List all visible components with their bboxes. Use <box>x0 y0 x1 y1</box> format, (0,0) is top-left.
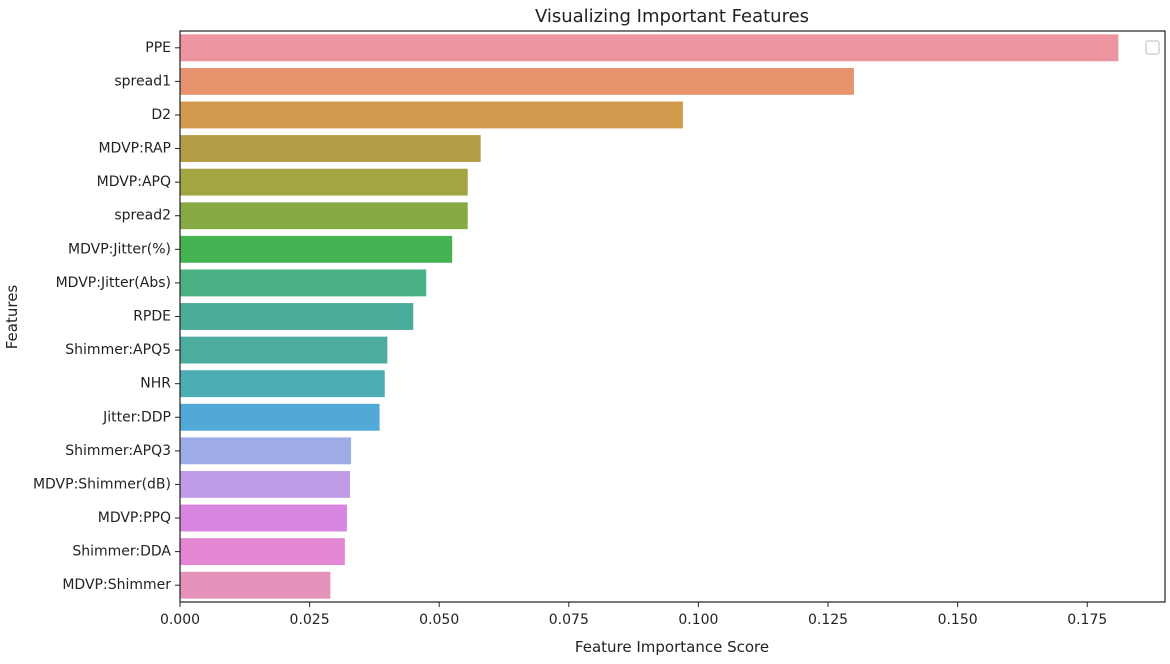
x-tick-label: 0.175 <box>1067 612 1107 628</box>
x-tick-label: 0.025 <box>290 612 330 628</box>
x-tick-label: 0.050 <box>419 612 459 628</box>
bar-spread2 <box>180 202 468 230</box>
y-tick-label-mdvp-rap: MDVP:RAP <box>98 141 171 157</box>
legend-box <box>1145 40 1160 55</box>
bar-d2 <box>180 101 683 129</box>
y-tick-label-d2: D2 <box>151 107 171 123</box>
y-tick-label-mdvp-ppq: MDVP:PPQ <box>98 510 171 526</box>
y-tick-label-rpde: RPDE <box>133 309 171 325</box>
x-tick-label: 0.000 <box>160 612 200 628</box>
y-tick-label-shimmer-apq5: Shimmer:APQ5 <box>65 342 171 358</box>
bar-ppe <box>180 34 1119 62</box>
y-tick-label-mdvp-shimmer-db: MDVP:Shimmer(dB) <box>33 476 171 492</box>
y-tick-label-mdvp-jitter-abs: MDVP:Jitter(Abs) <box>56 275 171 291</box>
y-tick-label-spread1: spread1 <box>114 73 171 89</box>
x-axis-label: Feature Importance Score <box>575 638 769 656</box>
chart-title: Visualizing Important Features <box>535 6 809 27</box>
bar-shimmer-apq3 <box>180 437 352 465</box>
bar-mdvp-rap <box>180 135 481 162</box>
bars-group <box>180 34 1119 599</box>
x-tick-label: 0.100 <box>678 612 718 628</box>
y-tick-label-mdvp-jitter: MDVP:Jitter(%) <box>68 241 171 257</box>
y-tick-label-mdvp-apq: MDVP:APQ <box>97 174 171 190</box>
bar-mdvp-ppq <box>180 504 347 532</box>
bar-rpde <box>180 303 414 330</box>
bar-mdvp-jitter <box>180 235 453 263</box>
bar-shimmer-apq5 <box>180 336 388 364</box>
x-tick-label: 0.150 <box>938 612 978 628</box>
x-tick-label: 0.075 <box>549 612 589 628</box>
bar-shimmer-dda <box>180 538 345 566</box>
x-tick-label: 0.125 <box>808 612 848 628</box>
y-tick-label-ppe: PPE <box>145 40 171 56</box>
plot-frame <box>179 30 1166 603</box>
bar-spread1 <box>180 67 854 95</box>
y-tick-label-shimmer-dda: Shimmer:DDA <box>72 544 171 560</box>
x-axis-ticks: 0.000 0.025 0.050 0.075 0.100 0.125 0.150 0.175 <box>160 602 1107 628</box>
y-tick-label-shimmer-apq3: Shimmer:APQ3 <box>65 443 171 459</box>
bar-mdvp-shimmer-db <box>180 471 351 498</box>
y-tick-label-jitter-ddp: Jitter:DDP <box>102 409 171 425</box>
bar-mdvp-jitter-abs <box>180 269 427 297</box>
bar-jitter-ddp <box>180 403 380 431</box>
y-axis-ticks: PPE spread1 D2 MDVP:RAP MDVP:APQ spread2 MDVP:… <box>33 40 180 593</box>
y-axis-label: Features <box>3 285 21 350</box>
bar-nhr <box>180 370 385 398</box>
y-tick-label-mdvp-shimmer: MDVP:Shimmer <box>62 577 171 593</box>
y-tick-label-nhr: NHR <box>140 376 171 392</box>
y-tick-label-spread2: spread2 <box>114 208 171 224</box>
bar-mdvp-apq <box>180 168 468 196</box>
bar-mdvp-shimmer <box>180 571 331 599</box>
